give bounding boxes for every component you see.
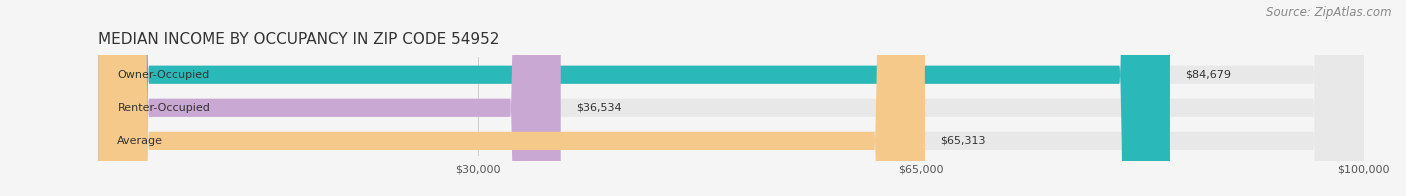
FancyBboxPatch shape (98, 0, 561, 196)
Text: Owner-Occupied: Owner-Occupied (118, 70, 209, 80)
Text: Average: Average (118, 136, 163, 146)
Text: $36,534: $36,534 (576, 103, 621, 113)
FancyBboxPatch shape (98, 0, 1170, 196)
Text: MEDIAN INCOME BY OCCUPANCY IN ZIP CODE 54952: MEDIAN INCOME BY OCCUPANCY IN ZIP CODE 5… (98, 32, 499, 47)
FancyBboxPatch shape (98, 0, 1364, 196)
Text: Source: ZipAtlas.com: Source: ZipAtlas.com (1267, 6, 1392, 19)
FancyBboxPatch shape (98, 0, 1364, 196)
FancyBboxPatch shape (98, 0, 1364, 196)
Text: $65,313: $65,313 (941, 136, 986, 146)
FancyBboxPatch shape (98, 0, 925, 196)
Text: Renter-Occupied: Renter-Occupied (118, 103, 211, 113)
Text: $84,679: $84,679 (1185, 70, 1232, 80)
